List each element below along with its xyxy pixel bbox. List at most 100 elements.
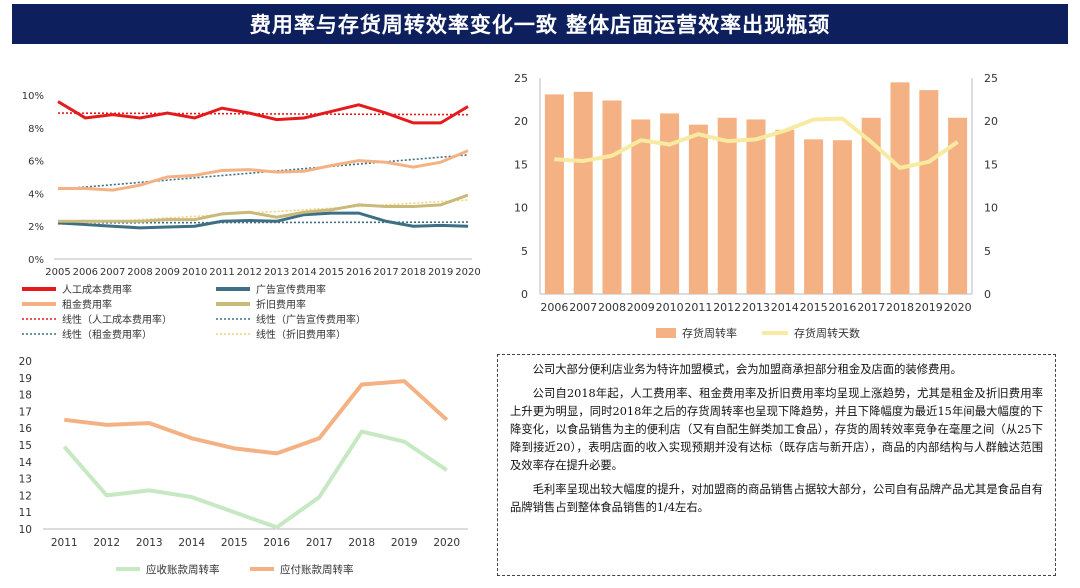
x-tick-label: 2005 [45,267,70,278]
x-tick-label: 2015 [221,537,248,549]
x-tick-label: 2018 [401,267,426,278]
legend-label: 线性（广告宣传费用率） [256,313,366,326]
x-tick-label: 2007 [100,267,125,278]
y-tick-label: 0 [521,288,528,301]
expense-ratio-chart: 0%2%4%6%8%10%2005 2006 2007 2008 2009 2010 201… [22,91,481,341]
x-tick-label: 2013 [136,537,163,549]
y-tick-label: 17 [19,406,32,418]
legend-label: 存货周转率 [682,326,737,340]
bar [573,91,593,294]
y-tick-label: 4% [28,189,44,200]
y-tick-label: 10 [19,524,32,536]
x-tick-label: 2009 [155,267,180,278]
x-tick-label: 2008 [598,301,626,314]
y-tick-label: 14 [19,457,33,469]
y-tick-label: 20 [514,115,528,128]
y-tick-label: 19 [19,373,32,385]
x-tick-label: 2015 [800,301,828,314]
legend-swatch [656,328,676,338]
x-tick-label: 2013 [264,267,289,278]
series-line [64,379,449,456]
bar [717,117,737,294]
x-tick-label: 2012 [237,267,262,278]
x-tick-label: 2016 [263,537,290,549]
y-tick-label: 8% [28,124,44,135]
bar [948,117,968,294]
x-tick-label: 2015 [319,267,344,278]
y-tick-label: 15 [514,158,528,171]
x-tick-label: 2016 [346,267,371,278]
y-tick-label: 15 [19,440,32,452]
legend-label: 广告宣传费用率 [256,283,326,296]
x-tick-label: 2011 [51,537,78,549]
x-tick-label: 2019 [915,301,943,314]
inventory-turnover-chart: 0 5 10 15 20 25 0 5 10 15 20 25 2006 2007 2008 2009 2010… [514,72,998,340]
bar [861,117,881,294]
analysis-paragraph: 毛利率呈现出较大幅度的提升，对加盟商的商品销售占据较大部分，公司自有品牌产品尤其… [510,483,1043,514]
x-tick-label: 2014 [178,537,205,549]
receivable-payable-chart: 10 11 12 13 14 15 16 17 18 19 20 2011 2012 2013 2014 20… [19,356,468,576]
x-tick-label: 2020 [433,537,460,549]
y-tick-label: 13 [19,474,32,486]
y2-tick-label: 20 [984,115,998,128]
x-tick-label: 2012 [93,537,120,549]
y-tick-label: 12 [19,490,32,502]
x-tick-label: 2010 [182,267,207,278]
y-tick-label: 16 [19,423,33,435]
bar [660,113,680,294]
page-title: 费用率与存货周转效率变化一致 整体店面运营效率出现瓶颈 [12,4,1068,44]
x-tick-label: 2006 [540,301,568,314]
y2-tick-label: 10 [984,202,998,215]
x-tick-label: 2019 [391,537,418,549]
y-tick-label: 25 [514,72,528,85]
legend-label: 折旧费用率 [256,298,306,311]
y-tick-label: 0% [28,255,44,266]
x-tick-label: 2011 [684,301,712,314]
bar [602,100,622,294]
series-line [554,116,959,170]
x-tick-label: 2019 [428,267,453,278]
bar [890,82,910,294]
series-line [57,211,469,230]
bar [631,119,651,294]
series-line [58,149,469,192]
legend-label: 线性（租金费用率） [62,328,152,341]
y2-tick-label: 0 [984,288,991,301]
x-tick-label: 2013 [742,301,770,314]
legend-label: 应收账款周转率 [146,563,220,576]
analysis-paragraph: 公司大部分便利店业务为特许加盟模式，会为加盟商承担部分租金及店面的装修费用。 [532,363,962,376]
x-tick-label: 2006 [73,267,98,278]
x-tick-label: 2007 [569,301,597,314]
x-tick-label: 2017 [306,537,333,549]
x-tick-label: 2020 [455,267,480,278]
x-tick-label: 2020 [944,301,972,314]
analysis-text-box: 公司大部分便利店业务为特许加盟模式，会为加盟商承担部分租金及店面的装修费用。 公… [497,354,1056,576]
x-tick-label: 2010 [656,301,684,314]
bar [775,129,795,294]
x-tick-label: 2017 [857,301,885,314]
bar [688,124,708,294]
y-tick-label: 5 [521,245,528,258]
x-tick-label: 2018 [886,301,914,314]
x-tick-label: 2009 [627,301,655,314]
x-tick-label: 2008 [127,267,152,278]
bar [919,90,939,294]
x-tick-label: 2014 [291,267,316,278]
y-tick-label: 2% [28,222,44,233]
series-line [62,429,448,530]
legend-label: 线性（折旧费用率） [256,328,346,341]
y-tick-label: 10% [22,91,44,102]
x-tick-label: 2018 [348,537,375,549]
legend-label: 线性（人工成本费用率） [62,313,172,326]
legend-label: 应付账款周转率 [280,563,354,576]
x-tick-label: 2016 [828,301,856,314]
analysis-paragraph: 公司自2018年起，人工费用率、租金费用率及折旧费用率均呈现上涨趋势，尤其是租金… [510,387,1043,472]
y2-tick-label: 5 [984,245,991,258]
legend-label: 存货周转天数 [794,326,860,340]
y2-tick-label: 25 [984,72,998,85]
bar [544,94,564,294]
y-tick-label: 11 [19,507,32,519]
y-tick-label: 10 [514,202,528,215]
x-tick-label: 2011 [209,267,234,278]
y2-tick-label: 15 [984,158,998,171]
